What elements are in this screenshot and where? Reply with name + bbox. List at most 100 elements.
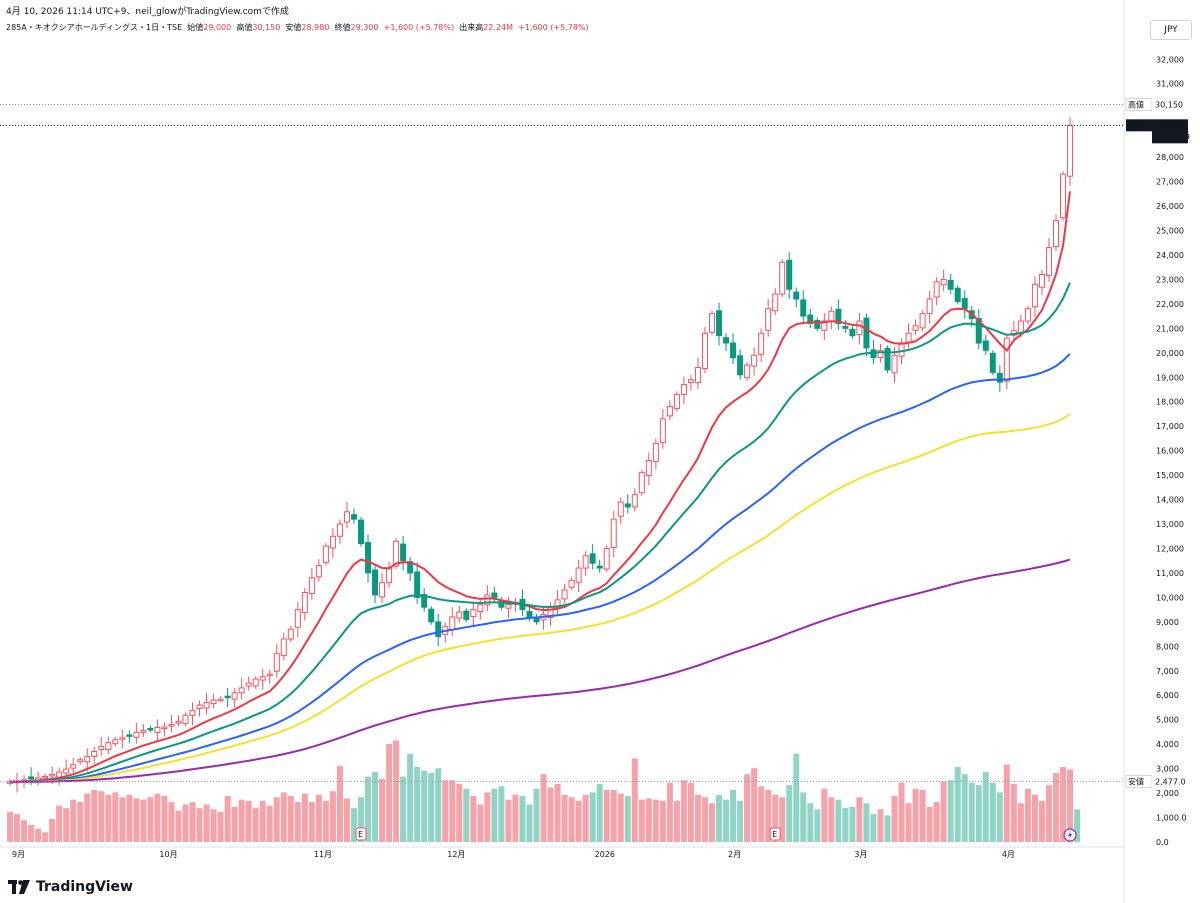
candle bbox=[182, 714, 189, 725]
price-tick-label: 7,000 bbox=[1156, 667, 1179, 676]
candle bbox=[582, 555, 589, 569]
volume-bar bbox=[91, 789, 98, 842]
candle bbox=[849, 328, 856, 337]
countdown-label: 04:16:29 bbox=[1154, 132, 1190, 141]
legend-high: 30,150 bbox=[252, 23, 281, 32]
legend-volume: 22.24M bbox=[483, 23, 514, 32]
volume-bar bbox=[168, 802, 175, 842]
candle bbox=[98, 746, 105, 751]
volume-bar bbox=[21, 820, 28, 842]
volume-bar bbox=[751, 768, 758, 842]
candle bbox=[940, 278, 947, 286]
volume-bar bbox=[112, 792, 119, 842]
volume-bar bbox=[1031, 794, 1038, 842]
candle bbox=[259, 676, 266, 681]
legend-low-label: 安値 bbox=[285, 23, 302, 32]
candle bbox=[231, 692, 238, 700]
volume-bar bbox=[491, 788, 498, 842]
price-tick-label: 9,000 bbox=[1156, 618, 1179, 627]
volume-bar bbox=[231, 806, 238, 842]
volume-bar bbox=[779, 797, 786, 842]
candle bbox=[119, 737, 126, 740]
volume-bar bbox=[666, 782, 673, 842]
candle bbox=[329, 535, 336, 549]
candle bbox=[63, 768, 70, 774]
candle bbox=[379, 582, 386, 598]
volume-bar bbox=[996, 792, 1003, 842]
volume-bar bbox=[421, 770, 428, 842]
volume-bar bbox=[610, 789, 617, 842]
earnings-marker bbox=[769, 827, 781, 841]
price-tag-label: 高値 bbox=[1128, 100, 1144, 110]
price-tick-label: 10,000 bbox=[1156, 593, 1184, 602]
price-tick-label: 21,000 bbox=[1156, 324, 1184, 333]
candle bbox=[835, 308, 842, 324]
candle bbox=[786, 259, 793, 290]
price-tick-label: 1,000.0 bbox=[1156, 814, 1187, 823]
volume-bar bbox=[540, 774, 547, 842]
volume-bar bbox=[933, 802, 940, 842]
volume-bar bbox=[77, 802, 84, 842]
volume-bar bbox=[98, 791, 105, 842]
candle bbox=[28, 776, 35, 780]
volume-bar bbox=[210, 809, 217, 842]
candle bbox=[617, 501, 624, 517]
candle bbox=[358, 519, 364, 545]
candle bbox=[905, 332, 912, 343]
volume-bar bbox=[793, 753, 800, 842]
candle bbox=[315, 565, 322, 578]
volume-bar bbox=[870, 814, 877, 842]
volume-bar bbox=[133, 798, 140, 842]
candle bbox=[294, 609, 301, 628]
volume-bar bbox=[758, 786, 765, 842]
legend-symbol[interactable]: 285A・キオクシアホールディングス・1日・TSE bbox=[6, 23, 183, 32]
candle bbox=[77, 759, 84, 763]
candle bbox=[280, 638, 287, 657]
volume-bar bbox=[786, 785, 793, 842]
legend-volume-label: 出来高 bbox=[459, 23, 484, 32]
candle bbox=[863, 317, 870, 349]
volume-bar bbox=[365, 776, 372, 842]
candle bbox=[610, 518, 617, 549]
candle bbox=[224, 695, 231, 699]
candle bbox=[779, 261, 786, 295]
price-tick-label: 17,000 bbox=[1156, 422, 1184, 431]
price-tag-label: 安値 bbox=[1128, 776, 1144, 786]
volume-bar bbox=[259, 800, 266, 842]
price-tick-label: 24,000 bbox=[1156, 251, 1184, 260]
tradingview-brand[interactable]: TradingView bbox=[8, 879, 133, 895]
volume-bar bbox=[484, 792, 491, 842]
candle bbox=[112, 739, 119, 745]
earnings-marker bbox=[355, 827, 367, 841]
volume-bar bbox=[814, 809, 821, 842]
volume-bar bbox=[547, 787, 554, 842]
volume-bar bbox=[877, 809, 884, 842]
volume-bar bbox=[1017, 803, 1024, 842]
candle bbox=[933, 281, 940, 298]
candle bbox=[449, 616, 456, 631]
candle bbox=[161, 726, 168, 730]
volume-bar bbox=[294, 802, 301, 842]
legend-open-label: 始値 bbox=[187, 23, 204, 32]
price-tick-label: 32,000 bbox=[1156, 55, 1184, 64]
volume-bar bbox=[343, 798, 350, 842]
volume-bar bbox=[35, 828, 42, 842]
volume-bar bbox=[56, 805, 63, 842]
volume-bar bbox=[245, 800, 252, 842]
candle bbox=[189, 709, 196, 716]
volume-bar bbox=[287, 796, 294, 842]
candle bbox=[133, 731, 140, 738]
volume-bar bbox=[70, 799, 77, 842]
price-tick-label: 23,000 bbox=[1156, 275, 1184, 284]
volume-bar bbox=[203, 804, 210, 842]
currency-button[interactable]: JPY bbox=[1150, 20, 1192, 40]
volume-bar bbox=[266, 805, 273, 842]
time-tick-label: 2月 bbox=[728, 850, 741, 859]
candle bbox=[709, 313, 715, 333]
lightning-icon-bolt bbox=[1068, 830, 1073, 840]
candle bbox=[1003, 337, 1010, 382]
candle bbox=[322, 545, 329, 564]
price-tick-label: 15,000 bbox=[1156, 471, 1184, 480]
volume-bar bbox=[940, 781, 947, 842]
